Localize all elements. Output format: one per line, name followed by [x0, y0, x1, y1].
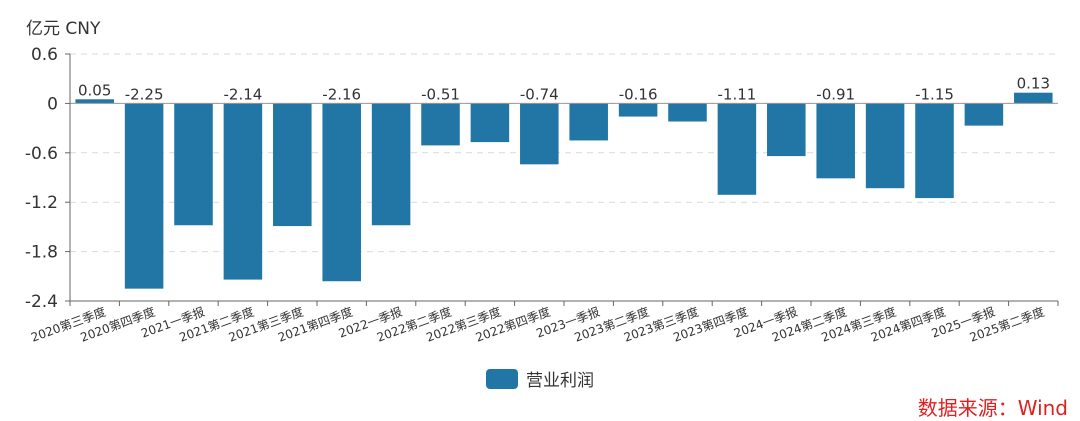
bar: [75, 99, 114, 104]
data-labels: 0.05 -2.25 -2.14 -2.16 -0.51 -0.74 -0.16 -1.11 -…: [78, 75, 1050, 104]
data-label: -0.51: [421, 85, 460, 103]
y-tick-label: -1.8: [25, 243, 58, 263]
y-tick-label: 0.6: [31, 45, 58, 65]
bars: [75, 92, 1053, 289]
y-tick-label: -0.6: [25, 144, 58, 164]
bar: [569, 103, 608, 141]
gridlines: [70, 53, 1058, 253]
data-label: 0.05: [78, 81, 111, 99]
bar: [223, 103, 263, 280]
data-label: -2.25: [125, 85, 164, 103]
bar: [273, 103, 312, 227]
y-tick-label: -1.2: [25, 193, 58, 213]
data-label: -1.11: [717, 85, 756, 103]
data-label: -1.15: [915, 85, 954, 103]
legend-swatch: [486, 368, 518, 389]
bar: [865, 103, 905, 189]
legend-label: 营业利润: [526, 371, 594, 391]
bar: [717, 103, 757, 195]
bar: [767, 103, 806, 157]
data-label: -2.14: [223, 85, 262, 103]
bar: [470, 103, 510, 143]
bar: [618, 103, 658, 117]
bar: [421, 103, 460, 146]
y-axis-unit-label: 亿元 CNY: [26, 19, 101, 39]
bar: [668, 103, 707, 122]
bar: [964, 103, 1004, 126]
legend: 营业利润: [0, 366, 1080, 391]
bar: [520, 103, 559, 165]
data-label: -2.16: [322, 85, 361, 103]
bar: [371, 103, 411, 226]
data-label: -0.16: [619, 85, 658, 103]
bar: [322, 103, 361, 282]
y-tick-label: 0: [47, 94, 58, 114]
bar: [124, 103, 164, 289]
data-label: -0.91: [816, 85, 855, 103]
bar: [1014, 92, 1053, 104]
data-label: 0.13: [1017, 75, 1050, 93]
bar: [915, 103, 954, 199]
y-tick-label: -2.4: [25, 292, 58, 312]
bar: [174, 103, 213, 226]
bar: [816, 103, 855, 179]
data-label: -0.74: [520, 85, 559, 103]
source-label: 数据来源：Wind: [917, 396, 1068, 420]
